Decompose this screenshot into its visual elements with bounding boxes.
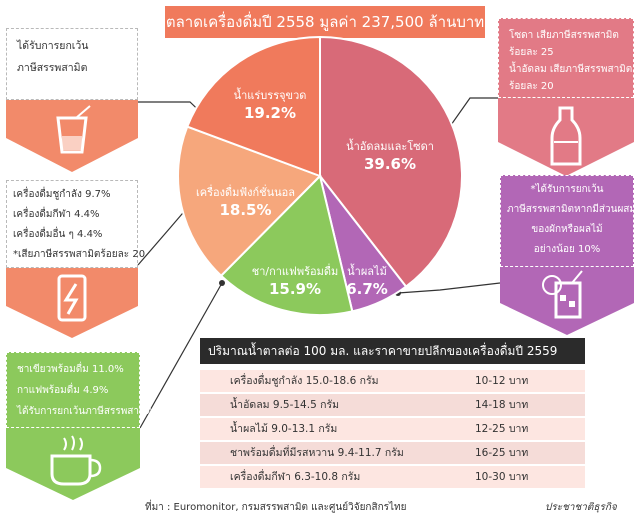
table-row: น้ำผลไม้ 9.0-13.1 กรัม 12-25 บาท <box>200 418 585 440</box>
table-row: ชาพร้อมดื่มที่มีรสหวาน 9.4-11.7 กรัม 16-… <box>200 442 585 464</box>
table-row: น้ำอัดลม 9.5-14.5 กรัม 14-18 บาท <box>200 394 585 416</box>
sugar-price-table: ปริมาณน้ำตาลต่อ 100 มล. และราคาขายปลีกขอ… <box>200 338 585 493</box>
slice-label-juice: น้ำผลไม้ 6.7% <box>346 265 388 298</box>
chart-title: ตลาดเครื่องดื่มปี 2558 มูลค่า 237,500 ล้… <box>165 6 485 38</box>
juice-glass-icon <box>500 267 634 335</box>
credit-text: ประชาชาติธุรกิจ <box>545 502 617 513</box>
pie-slice-3 <box>177 125 322 278</box>
slice-label-functional: เครื่องดื่มฟังก์ชั่นนอล 18.5% <box>195 186 296 219</box>
note-soda: โซดา เสียภาษีสรรพสามิต ร้อยละ 25 น้ำอัดล… <box>498 18 634 98</box>
pie-chart <box>177 36 463 316</box>
table-title: ปริมาณน้ำตาลต่อ 100 มล. และราคาขายปลีกขอ… <box>200 338 585 364</box>
pie-slice-0 <box>319 36 463 288</box>
glass-icon <box>6 100 138 172</box>
slice-label-water: น้ำแร่บรรจุขวด 19.2% <box>233 89 307 122</box>
note-functional: เครื่องดื่มชูกำลัง 9.7% เครื่องดื่มกีฬา … <box>6 180 145 268</box>
source-text: ที่มา : Euromonitor, กรมสรรพสามิต และศูน… <box>145 502 407 513</box>
note-water: ได้รับการยกเว้น ภาษีสรรพสามิต <box>6 28 138 100</box>
slice-label-tea: ชา/กาแฟพร้อมดื่ม 15.9% <box>251 265 339 298</box>
table-row: เครื่องดื่มชูกำลัง 15.0-18.6 กรัม 10-12 … <box>200 370 585 392</box>
energy-can-icon <box>6 268 138 338</box>
table-row: เครื่องดื่มกีฬา 6.3-10.8 กรัม 10-30 บาท <box>200 466 585 488</box>
note-juice: *ได้รับการยกเว้น ภาษีสรรพสามิตหากมีส่วนผ… <box>500 175 636 267</box>
note-tea: ชาเขียวพร้อมดื่ม 11.0% กาแฟพร้อมดื่ม 4.9… <box>6 352 152 428</box>
bottle-icon <box>498 98 634 176</box>
slice-label-soda: น้ำอัดลมและโซดา 39.6% <box>346 140 434 173</box>
coffee-cup-icon <box>6 428 140 500</box>
pie-slice-4 <box>185 36 321 178</box>
pie-slice-2 <box>219 174 354 316</box>
